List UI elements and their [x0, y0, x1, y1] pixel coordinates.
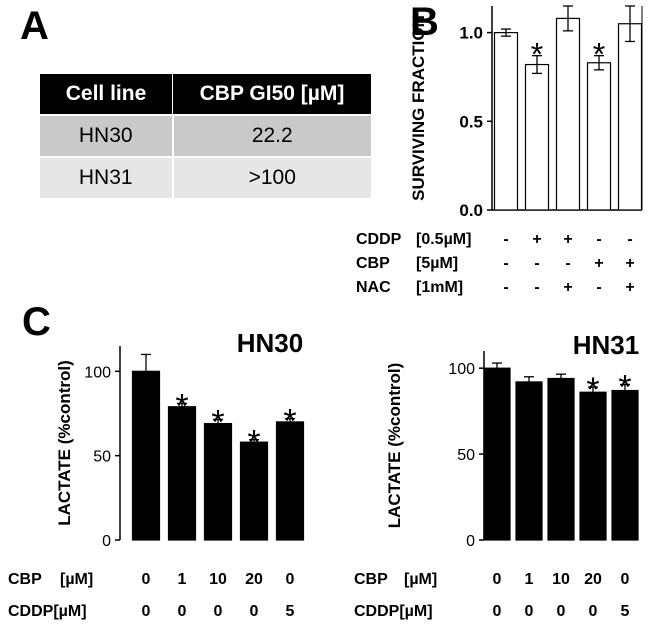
chart-title: HN30: [237, 328, 303, 358]
condition-value: +: [594, 255, 603, 272]
y-tick-label: 0.5: [459, 112, 483, 131]
condition-value: -: [503, 279, 508, 296]
condition-value: 0: [525, 603, 534, 620]
significance-marker: *: [586, 371, 599, 409]
condition-value: 0: [178, 603, 187, 620]
condition-value: 5: [621, 603, 630, 620]
condition-label: CBP: [8, 571, 42, 588]
significance-marker: *: [247, 424, 260, 462]
significance-marker: *: [531, 37, 543, 73]
condition-value: +: [532, 231, 541, 248]
cell-line-value: HN31: [40, 156, 174, 198]
condition-value: +: [563, 231, 572, 248]
bar: [275, 421, 305, 541]
y-tick-label: 50: [457, 447, 475, 464]
y-axis-label: LACTATE (%control): [55, 360, 74, 526]
y-tick-label: 0.0: [459, 201, 483, 220]
condition-value: 0: [250, 603, 259, 620]
significance-marker: *: [283, 403, 296, 441]
condition-value: 0: [557, 603, 566, 620]
column-header-gi50: CBP GI50 [µM]: [172, 74, 371, 115]
condition-unit: [1mM]: [416, 279, 463, 296]
gi50-value: >100: [172, 156, 371, 198]
condition-value: -: [503, 255, 508, 272]
significance-marker: *: [211, 403, 224, 441]
y-tick-label: 100: [448, 361, 475, 378]
table-header-row: Cell line CBP GI50 [µM]: [40, 74, 371, 115]
condition-unit: [5µM]: [416, 255, 458, 272]
condition-value: 0: [214, 603, 223, 620]
panel-label-b: B: [410, 0, 439, 44]
condition-unit: [µM]: [404, 571, 437, 588]
condition-label: CBP: [354, 571, 388, 588]
y-tick-label: 0: [102, 533, 111, 550]
chart-title: HN31: [573, 330, 639, 360]
condition-label: NAC: [356, 279, 391, 296]
condition-value: -: [596, 279, 601, 296]
cell-line-value: HN30: [40, 114, 174, 157]
y-tick-label: 100: [84, 364, 111, 381]
condition-value: +: [563, 279, 572, 296]
bar: [131, 370, 161, 541]
condition-value: 0: [286, 571, 295, 588]
condition-value: -: [503, 231, 508, 248]
significance-marker: *: [618, 369, 631, 407]
condition-value: 20: [584, 571, 602, 588]
significance-marker: *: [175, 387, 188, 425]
y-tick-label: 1.0: [459, 24, 483, 43]
gi50-table: Cell line CBP GI50 [µM] HN30 22.2 HN31 >…: [40, 74, 371, 198]
condition-value: 5: [286, 603, 295, 620]
panel-label-a: A: [20, 4, 49, 48]
y-axis-label: SURVIVING FRACTION: [409, 15, 428, 201]
condition-value: -: [534, 255, 539, 272]
condition-label: CBP: [356, 255, 390, 272]
significance-marker: *: [593, 37, 605, 73]
condition-value: 0: [621, 571, 630, 588]
condition-value: +: [625, 279, 634, 296]
condition-value: 0: [142, 571, 151, 588]
bar: [483, 367, 511, 541]
bar: [515, 381, 543, 541]
column-header-cell-line: Cell line: [40, 74, 173, 115]
bar: [547, 377, 575, 541]
bar: [611, 389, 639, 541]
condition-value: -: [534, 279, 539, 296]
condition-value: -: [565, 255, 570, 272]
condition-value: -: [627, 231, 632, 248]
condition-value: +: [625, 255, 634, 272]
condition-label: CDDP: [356, 231, 402, 248]
condition-value: -: [596, 231, 601, 248]
bar: [579, 391, 607, 541]
condition-value: 20: [245, 571, 263, 588]
condition-label: CDDP[µM]: [8, 603, 87, 620]
condition-value: 0: [493, 603, 502, 620]
y-axis-label: LACTATE (%control): [385, 363, 404, 529]
table-row: HN31 >100: [40, 156, 371, 198]
condition-value: 10: [209, 571, 227, 588]
condition-value: 0: [493, 571, 502, 588]
table-row: HN30 22.2: [40, 114, 371, 157]
y-tick-label: 0: [466, 533, 475, 550]
gi50-value: 22.2: [172, 114, 371, 157]
condition-unit: [µM]: [60, 571, 93, 588]
panel-label-c: C: [22, 300, 51, 344]
condition-label: CDDP[µM]: [354, 603, 433, 620]
condition-unit: [0.5µM]: [416, 231, 471, 248]
condition-value: 1: [525, 571, 534, 588]
y-tick-label: 50: [93, 449, 111, 466]
condition-value: 10: [552, 571, 570, 588]
condition-value: 1: [178, 571, 187, 588]
condition-value: 0: [589, 603, 598, 620]
condition-value: 0: [142, 603, 151, 620]
bar: [239, 441, 269, 541]
bar: [167, 406, 197, 541]
